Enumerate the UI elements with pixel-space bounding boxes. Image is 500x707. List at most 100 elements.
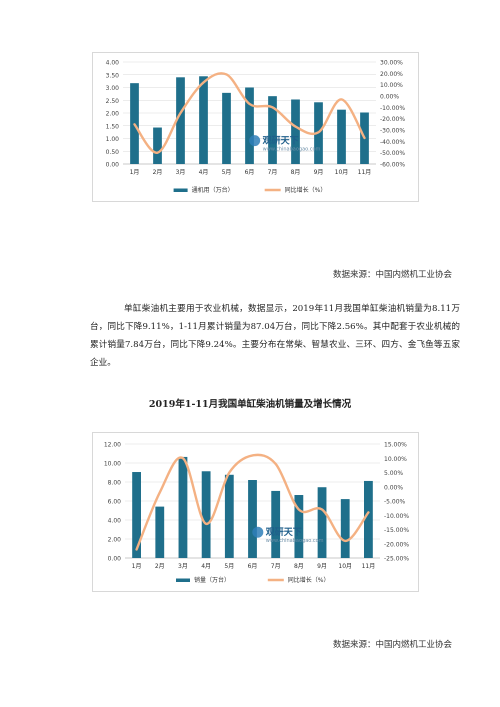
x-tick-label: 10月 bbox=[338, 563, 352, 570]
bar bbox=[132, 472, 141, 558]
y-left-tick-label: 6.00 bbox=[108, 499, 122, 506]
chart-1-svg: 0.00 0.50 1.00 1.50 2.00 2.50 3.00 3.50 4.00 -60.… bbox=[106, 60, 406, 195]
x-tick-label: 3月 bbox=[176, 169, 186, 176]
x-tick-label: 1月 bbox=[130, 169, 140, 176]
growth-point bbox=[340, 98, 343, 101]
bar bbox=[155, 506, 165, 558]
legend-bar-label: 通机用（万台） bbox=[192, 186, 234, 194]
y-left-tick-label: 0.00 bbox=[108, 556, 122, 563]
legend-line-label: 同比增长（%） bbox=[285, 186, 327, 194]
growth-point bbox=[135, 548, 138, 551]
x-tick-label: 2月 bbox=[155, 563, 165, 570]
y-right-tick-label: 5.00% bbox=[384, 470, 403, 477]
y-right-tick-label: -30.00% bbox=[380, 128, 405, 135]
x-tick-label: 11月 bbox=[358, 169, 372, 176]
bar bbox=[337, 109, 346, 164]
bar bbox=[364, 480, 373, 558]
bar bbox=[317, 487, 327, 558]
x-tick-label: 6月 bbox=[248, 563, 258, 570]
growth-point bbox=[248, 103, 251, 105]
x-tick-label: 9月 bbox=[317, 563, 327, 570]
chart-2: 0.00 2.00 4.00 6.00 8.00 10.00 12.00 -25.00% -20… bbox=[92, 432, 419, 592]
x-tick-label: 7月 bbox=[271, 563, 281, 570]
y-right-tick-label: -40.00% bbox=[380, 139, 405, 146]
bar bbox=[178, 456, 188, 558]
bar bbox=[224, 474, 234, 558]
x-tick-label: 4月 bbox=[199, 169, 209, 176]
growth-point bbox=[202, 81, 205, 84]
y-right-tick-label: -15.00% bbox=[384, 527, 409, 534]
x-tick-label: 8月 bbox=[294, 563, 304, 570]
x-tick-label: 6月 bbox=[245, 169, 255, 176]
growth-point bbox=[156, 151, 159, 154]
y-right-tick-label: 10.00% bbox=[380, 82, 403, 89]
growth-point bbox=[179, 112, 182, 114]
chart-2-svg: 0.00 2.00 4.00 6.00 8.00 10.00 12.00 -25.00% -20… bbox=[104, 442, 410, 585]
y-left-tick-label: 4.00 bbox=[108, 518, 122, 525]
growth-point bbox=[274, 463, 277, 465]
y-right-tick-label: -60.00% bbox=[380, 162, 405, 169]
y-left-tick-label: 1.00 bbox=[106, 136, 120, 143]
legend-bar-swatch bbox=[173, 188, 188, 192]
growth-point bbox=[321, 508, 323, 511]
growth-point bbox=[133, 123, 136, 126]
y-right-tick-label: -10.00% bbox=[384, 513, 409, 520]
x-tick-label: 10月 bbox=[335, 169, 349, 176]
growth-point bbox=[294, 125, 297, 128]
x-tick-label: 5月 bbox=[224, 563, 234, 570]
y-left-tick-label: 8.00 bbox=[108, 480, 122, 487]
y-left-tick-label: 2.50 bbox=[106, 98, 120, 105]
bar bbox=[245, 87, 254, 164]
growth-point bbox=[363, 137, 366, 139]
y-right-tick-label: 30.00% bbox=[380, 60, 403, 67]
y-right-tick-label: -50.00% bbox=[380, 150, 405, 157]
x-tick-label: 8月 bbox=[291, 169, 301, 176]
y-left-tick-label: 0.50 bbox=[106, 149, 120, 156]
growth-point bbox=[298, 508, 300, 511]
bar bbox=[153, 127, 162, 164]
y-right-tick-label: -20.00% bbox=[380, 116, 405, 123]
y-left-tick-label: 0.00 bbox=[106, 162, 120, 169]
y-right-tick-label: 10.00% bbox=[384, 456, 407, 463]
y-left-tick-label: 2.00 bbox=[108, 537, 122, 544]
growth-point bbox=[367, 511, 370, 514]
y-left-tick-label: 1.50 bbox=[106, 123, 120, 130]
chart-1: 0.00 0.50 1.00 1.50 2.00 2.50 3.00 3.50 4.00 -60.… bbox=[92, 52, 419, 202]
bar bbox=[268, 96, 277, 164]
legend-line-label: 同比增长（%） bbox=[288, 576, 330, 584]
watermark-logo-icon bbox=[249, 135, 261, 147]
bar bbox=[199, 76, 208, 164]
source-note-1: 数据来源：中国内燃机工业协会 bbox=[332, 270, 452, 280]
growth-point bbox=[344, 540, 347, 542]
y-right-tick-label: 0.00% bbox=[380, 94, 399, 101]
y-left-tick-label: 4.00 bbox=[106, 60, 120, 67]
y-left-tick-label: 3.00 bbox=[106, 85, 120, 92]
bar bbox=[291, 99, 300, 164]
y-right-tick-label: -20.00% bbox=[384, 541, 409, 548]
x-tick-label: 5月 bbox=[222, 169, 232, 176]
growth-point bbox=[182, 457, 184, 460]
growth-point bbox=[228, 471, 231, 474]
watermark-url: www.chinabaogao.com bbox=[263, 147, 321, 153]
legend-bar-label: 销量（万台） bbox=[194, 576, 230, 584]
bar bbox=[222, 92, 231, 164]
bar bbox=[340, 499, 350, 558]
growth-point bbox=[158, 491, 161, 494]
y-right-tick-label: 0.00% bbox=[384, 484, 403, 491]
y-right-tick-label: -10.00% bbox=[380, 105, 405, 112]
bar bbox=[248, 480, 257, 558]
x-tick-label: 7月 bbox=[268, 169, 278, 176]
growth-point bbox=[225, 73, 228, 76]
growth-point bbox=[271, 106, 274, 109]
chart-2-title: 2019年1-11月我国单缸柴油机销量及增长情况 bbox=[148, 399, 352, 410]
body-paragraph: 单缸柴油机主要用于农业机械，数据显示，2019年11月我国单缸柴油机销量为8.1… bbox=[90, 304, 460, 368]
bar bbox=[294, 495, 304, 558]
y-right-tick-label: -5.00% bbox=[384, 499, 406, 506]
x-tick-label: 3月 bbox=[178, 563, 188, 570]
growth-point bbox=[205, 523, 207, 525]
x-tick-label: 11月 bbox=[362, 563, 376, 570]
growth-point bbox=[251, 454, 254, 457]
bar bbox=[271, 490, 281, 558]
x-tick-label: 1月 bbox=[132, 563, 142, 570]
bar bbox=[201, 471, 211, 558]
